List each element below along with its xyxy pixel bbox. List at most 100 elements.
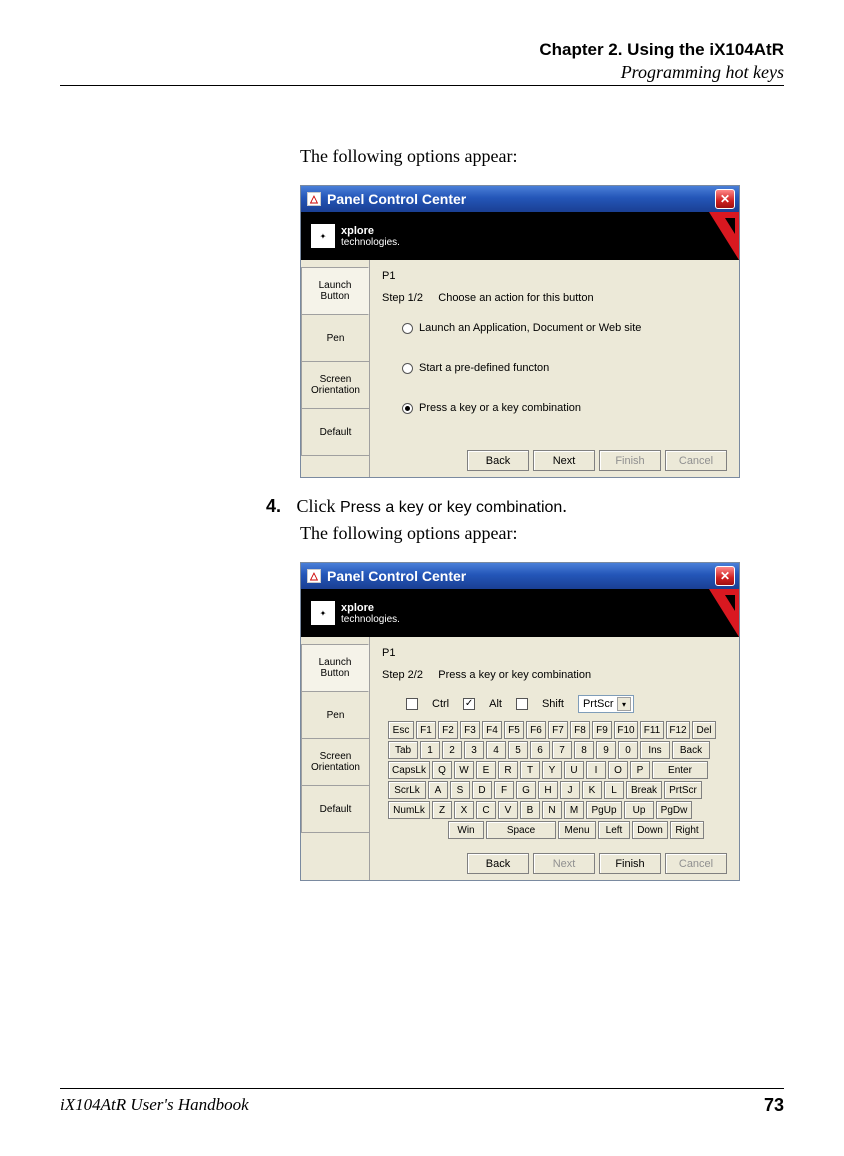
- kbd-row-6: WinSpaceMenuLeftDownRight: [448, 821, 727, 839]
- key-2[interactable]: 2: [442, 741, 462, 759]
- back-button[interactable]: Back: [467, 853, 529, 874]
- key-f11[interactable]: F11: [640, 721, 664, 739]
- key-c[interactable]: C: [476, 801, 496, 819]
- key-capslk[interactable]: CapsLk: [388, 761, 430, 779]
- key-1[interactable]: 1: [420, 741, 440, 759]
- back-button[interactable]: Back: [467, 450, 529, 471]
- key-f1[interactable]: F1: [416, 721, 436, 739]
- key-s[interactable]: S: [450, 781, 470, 799]
- key-f6[interactable]: F6: [526, 721, 546, 739]
- key-0[interactable]: 0: [618, 741, 638, 759]
- key-f7[interactable]: F7: [548, 721, 568, 739]
- key-esc[interactable]: Esc: [388, 721, 414, 739]
- key-down[interactable]: Down: [632, 821, 668, 839]
- titlebar: △ Panel Control Center ✕: [301, 563, 739, 589]
- key-n[interactable]: N: [542, 801, 562, 819]
- key-p[interactable]: P: [630, 761, 650, 779]
- key-prtscr[interactable]: PrtScr: [664, 781, 702, 799]
- key-t[interactable]: T: [520, 761, 540, 779]
- key-left[interactable]: Left: [598, 821, 630, 839]
- key-d[interactable]: D: [472, 781, 492, 799]
- key-5[interactable]: 5: [508, 741, 528, 759]
- key-back[interactable]: Back: [672, 741, 710, 759]
- key-ins[interactable]: Ins: [640, 741, 670, 759]
- key-f12[interactable]: F12: [666, 721, 690, 739]
- key-b[interactable]: B: [520, 801, 540, 819]
- key-j[interactable]: J: [560, 781, 580, 799]
- key-e[interactable]: E: [476, 761, 496, 779]
- key-8[interactable]: 8: [574, 741, 594, 759]
- key-6[interactable]: 6: [530, 741, 550, 759]
- key-m[interactable]: M: [564, 801, 584, 819]
- content-pane: P1 Step 2/2 Press a key or key combinati…: [370, 637, 739, 880]
- key-k[interactable]: K: [582, 781, 602, 799]
- close-icon[interactable]: ✕: [715, 189, 735, 209]
- key-up[interactable]: Up: [624, 801, 654, 819]
- key-9[interactable]: 9: [596, 741, 616, 759]
- tab-pen[interactable]: Pen: [301, 691, 369, 739]
- key-o[interactable]: O: [608, 761, 628, 779]
- key-f9[interactable]: F9: [592, 721, 612, 739]
- key-del[interactable]: Del: [692, 721, 716, 739]
- finish-button[interactable]: Finish: [599, 853, 661, 874]
- key-break[interactable]: Break: [626, 781, 662, 799]
- key-y[interactable]: Y: [542, 761, 562, 779]
- shift-checkbox[interactable]: [516, 698, 528, 710]
- key-enter[interactable]: Enter: [652, 761, 708, 779]
- radio-label: Press a key or a key combination: [419, 402, 581, 414]
- key-pgup[interactable]: PgUp: [586, 801, 622, 819]
- key-7[interactable]: 7: [552, 741, 572, 759]
- key-f10[interactable]: F10: [614, 721, 638, 739]
- key-pgdw[interactable]: PgDw: [656, 801, 692, 819]
- intro-text-1: The following options appear:: [300, 146, 800, 167]
- next-button[interactable]: Next: [533, 450, 595, 471]
- key-g[interactable]: G: [516, 781, 536, 799]
- alt-checkbox[interactable]: [463, 698, 475, 710]
- key-u[interactable]: U: [564, 761, 584, 779]
- key-z[interactable]: Z: [432, 801, 452, 819]
- radio-icon: [402, 323, 413, 334]
- key-menu[interactable]: Menu: [558, 821, 596, 839]
- key-a[interactable]: A: [428, 781, 448, 799]
- panel-control-center-window-1: △ Panel Control Center ✕ ✦ xplore techno…: [300, 185, 740, 478]
- key-w[interactable]: W: [454, 761, 474, 779]
- radio-option-predefined[interactable]: Start a pre-defined functon: [402, 362, 727, 374]
- key-r[interactable]: R: [498, 761, 518, 779]
- tab-screen-orientation[interactable]: Screen Orientation: [301, 738, 369, 786]
- tab-launch-button[interactable]: Launch Button: [301, 267, 369, 315]
- key-4[interactable]: 4: [486, 741, 506, 759]
- tab-default[interactable]: Default: [301, 785, 369, 833]
- tab-launch-button[interactable]: Launch Button: [301, 644, 369, 692]
- key-v[interactable]: V: [498, 801, 518, 819]
- key-f[interactable]: F: [494, 781, 514, 799]
- page-number: 73: [764, 1095, 784, 1116]
- key-tab[interactable]: Tab: [388, 741, 418, 759]
- close-icon[interactable]: ✕: [715, 566, 735, 586]
- radio-option-keycombo[interactable]: Press a key or a key combination: [402, 402, 727, 414]
- key-win[interactable]: Win: [448, 821, 484, 839]
- key-q[interactable]: Q: [432, 761, 452, 779]
- key-f2[interactable]: F2: [438, 721, 458, 739]
- ctrl-checkbox[interactable]: [406, 698, 418, 710]
- tab-screen-orientation[interactable]: Screen Orientation: [301, 361, 369, 409]
- key-f8[interactable]: F8: [570, 721, 590, 739]
- key-3[interactable]: 3: [464, 741, 484, 759]
- key-x[interactable]: X: [454, 801, 474, 819]
- key-f3[interactable]: F3: [460, 721, 480, 739]
- key-right[interactable]: Right: [670, 821, 704, 839]
- key-h[interactable]: H: [538, 781, 558, 799]
- kbd-row-4: ScrLkASDFGHJKLBreakPrtScr: [388, 781, 727, 799]
- radio-option-launch[interactable]: Launch an Application, Document or Web s…: [402, 322, 727, 334]
- tab-pen[interactable]: Pen: [301, 314, 369, 362]
- key-f4[interactable]: F4: [482, 721, 502, 739]
- key-f5[interactable]: F5: [504, 721, 524, 739]
- key-numlk[interactable]: NumLk: [388, 801, 430, 819]
- key-space[interactable]: Space: [486, 821, 556, 839]
- tab-default[interactable]: Default: [301, 408, 369, 456]
- key-scrlk[interactable]: ScrLk: [388, 781, 426, 799]
- key-l[interactable]: L: [604, 781, 624, 799]
- key-dropdown[interactable]: PrtScr ▾: [578, 695, 634, 713]
- radio-label: Start a pre-defined functon: [419, 362, 549, 374]
- key-i[interactable]: I: [586, 761, 606, 779]
- handbook-title: iX104AtR User's Handbook: [60, 1095, 249, 1116]
